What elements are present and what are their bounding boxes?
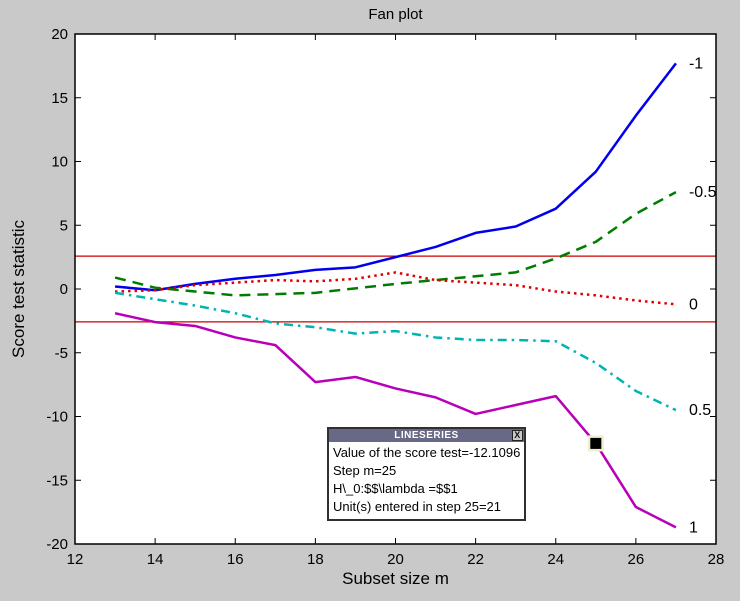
x-tick-label: 12 (67, 551, 84, 568)
y-tick-label: 5 (60, 217, 68, 234)
x-tick-label: 26 (628, 551, 645, 568)
series-label-lambda=1: 1 (689, 519, 698, 536)
y-tick-label: -20 (46, 536, 68, 553)
y-tick-label: -10 (46, 409, 68, 426)
series-line-lambda=-0.5[interactable] (114, 191, 677, 297)
datatip-title: LINESERIES (394, 430, 459, 441)
series-label-lambda=-0.5: -0.5 (689, 184, 717, 201)
datatip-line-hypothesis: H\_0:$$\lambda =$$1 (333, 481, 458, 496)
y-tick-label: -5 (55, 345, 68, 362)
plot-title: Fan plot (368, 6, 423, 23)
x-tick-label: 18 (307, 551, 324, 568)
x-tick-label: 22 (467, 551, 484, 568)
datatip-titlebar[interactable]: LINESERIES X (329, 429, 524, 442)
lineseries-datatip[interactable]: LINESERIES X Value of the score test=-12… (327, 427, 526, 521)
y-tick-label: 0 (60, 281, 68, 298)
y-tick-label: -15 (46, 472, 68, 489)
datatip-body: Value of the score test=-12.1096 Step m=… (329, 442, 524, 519)
series-label-lambda=0: 0 (689, 296, 698, 313)
x-tick-label: 24 (547, 551, 564, 568)
y-tick-label: 20 (51, 26, 68, 43)
series-line-lambda=-1[interactable] (114, 62, 677, 292)
series-line-lambda=0.5[interactable] (114, 291, 677, 412)
series-label-lambda=-1: -1 (689, 55, 703, 72)
close-icon[interactable]: X (512, 430, 523, 441)
y-tick-label: 15 (51, 90, 68, 107)
datatip-line-units: Unit(s) entered in step 25=21 (333, 499, 502, 514)
x-tick-label: 16 (227, 551, 244, 568)
y-tick-label: 10 (51, 154, 68, 171)
series-label-lambda=0.5: 0.5 (689, 402, 711, 419)
x-tick-label: 28 (708, 551, 725, 568)
datatip-line-step: Step m=25 (333, 463, 397, 478)
x-axis-label: Subset size m (342, 569, 449, 588)
series-line-lambda=0[interactable] (115, 271, 677, 306)
x-tick-label: 20 (387, 551, 404, 568)
x-tick-label: 14 (147, 551, 164, 568)
series-line-lambda=1[interactable] (114, 312, 677, 529)
y-axis-label: Score test statistic (9, 220, 28, 358)
datatip-marker[interactable] (590, 437, 602, 449)
datatip-line-value: Value of the score test=-12.1096 (333, 445, 521, 460)
